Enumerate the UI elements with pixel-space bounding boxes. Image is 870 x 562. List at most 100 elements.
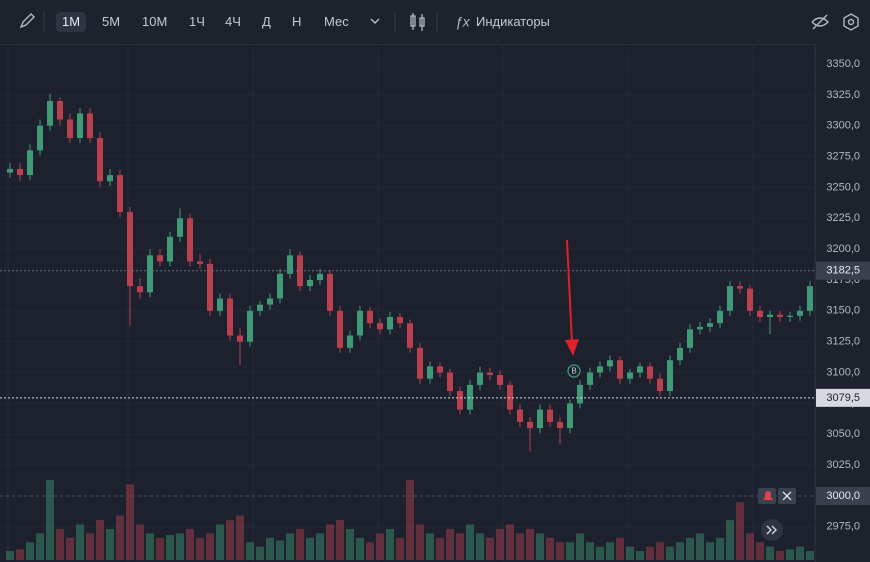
y-tick-label: 3050,0 <box>826 428 860 440</box>
pencil-icon[interactable] <box>19 13 35 29</box>
candle-body <box>357 310 363 336</box>
volume-bar <box>676 542 684 560</box>
volume-bar <box>106 528 114 560</box>
volume-bar <box>776 551 784 560</box>
candle-body <box>567 403 573 429</box>
timeframe-button[interactable]: Мес <box>324 14 349 29</box>
candle-body <box>167 236 173 262</box>
volume-bar <box>726 520 734 560</box>
timeframe-button[interactable]: 5M <box>102 14 121 29</box>
candle-body <box>247 310 253 342</box>
indicators-button[interactable]: Индикаторы <box>476 14 550 29</box>
candle-body <box>707 323 713 327</box>
candle-body <box>447 372 453 392</box>
scroll-button[interactable] <box>761 519 783 541</box>
candle-icon[interactable] <box>410 13 425 31</box>
volume-bar <box>196 537 204 560</box>
volume-bar <box>546 537 554 560</box>
candle-body <box>587 372 593 385</box>
chevron-icon[interactable] <box>370 18 380 25</box>
candle-body <box>7 168 13 173</box>
volume-bar <box>496 528 504 560</box>
candle-body <box>507 384 513 410</box>
candle-body <box>667 360 673 392</box>
candle-body <box>717 310 723 324</box>
y-tick-label: 3100,0 <box>826 366 860 378</box>
volume-bar <box>416 524 424 560</box>
volume-bar <box>266 537 274 560</box>
volume-bar <box>766 546 774 560</box>
candle-body <box>727 286 733 311</box>
candle-body <box>67 119 73 139</box>
volume-bar <box>736 502 744 560</box>
volume-bar <box>66 537 74 560</box>
candle-body <box>687 329 693 348</box>
candle-body <box>497 375 503 385</box>
volume-bar <box>436 537 444 560</box>
candle-body <box>367 310 373 324</box>
timeframe-button[interactable]: Д <box>262 14 271 29</box>
volume-bar <box>586 542 594 560</box>
volume-bar <box>256 546 264 560</box>
candle-body <box>307 279 313 287</box>
timeframe-button[interactable]: Н <box>292 14 302 29</box>
chart: 3350,0 3325,0 3300,0 3275,0 3250,0 3225,0 3200… <box>0 44 870 562</box>
settings-icon[interactable] <box>843 13 859 31</box>
candle-body <box>37 125 43 151</box>
candle-body <box>87 113 93 139</box>
volume-bar <box>566 542 574 560</box>
candle-body <box>207 263 213 311</box>
volume-bar <box>366 542 374 560</box>
candle-body <box>517 409 523 422</box>
candle-body <box>767 314 773 318</box>
y-tick-label: 3200,0 <box>826 243 860 255</box>
volume-bar <box>796 546 804 560</box>
hide-icon[interactable] <box>811 14 829 30</box>
volume-bar <box>666 546 674 560</box>
timeframe-button[interactable]: 1Ч <box>189 14 205 29</box>
volume-bar <box>176 533 184 560</box>
candle-body <box>627 372 633 379</box>
candle-body <box>77 113 83 139</box>
volume-bar <box>636 551 644 560</box>
fx-icon[interactable]: ƒx <box>455 14 471 30</box>
price-label: 3079,5 <box>826 392 860 404</box>
timeframe-button[interactable]: 1M <box>56 12 87 32</box>
marker: B <box>567 364 581 378</box>
volume-bar <box>126 484 134 560</box>
price-label-bg <box>816 388 870 407</box>
price-label: 3182,5 <box>826 265 860 277</box>
candle-body <box>47 101 53 126</box>
y-tick-label: 3250,0 <box>826 181 860 193</box>
volume-bar <box>656 542 664 560</box>
candle-body <box>237 335 243 342</box>
candle-body <box>757 310 763 318</box>
volume-bar <box>596 546 604 560</box>
y-tick-label: 2975,0 <box>826 521 860 533</box>
candle-body <box>287 255 293 274</box>
candle-body <box>607 360 613 367</box>
timeframe-button[interactable]: 4Ч <box>225 14 241 29</box>
candle-body <box>487 372 493 376</box>
volume-bar <box>376 533 384 560</box>
timeframe-button[interactable]: 10M <box>142 14 168 29</box>
candle-body <box>337 310 343 348</box>
volume-bar <box>316 533 324 560</box>
candle-body <box>537 409 543 429</box>
candle-body <box>797 310 803 316</box>
volume-bar <box>716 537 724 560</box>
candle-body <box>97 138 103 182</box>
candle-body <box>657 378 663 392</box>
volume-bar <box>156 537 164 560</box>
candle-body <box>557 421 563 429</box>
volume-bar <box>806 551 814 560</box>
volume-bar <box>146 533 154 560</box>
y-tick-label: 3300,0 <box>826 120 860 132</box>
volume-bar <box>456 533 464 560</box>
volume-bar <box>6 551 14 560</box>
candle-body <box>777 314 783 318</box>
candle-body <box>577 384 583 404</box>
alert-label-bg <box>816 486 870 505</box>
volume-bar <box>506 524 514 560</box>
